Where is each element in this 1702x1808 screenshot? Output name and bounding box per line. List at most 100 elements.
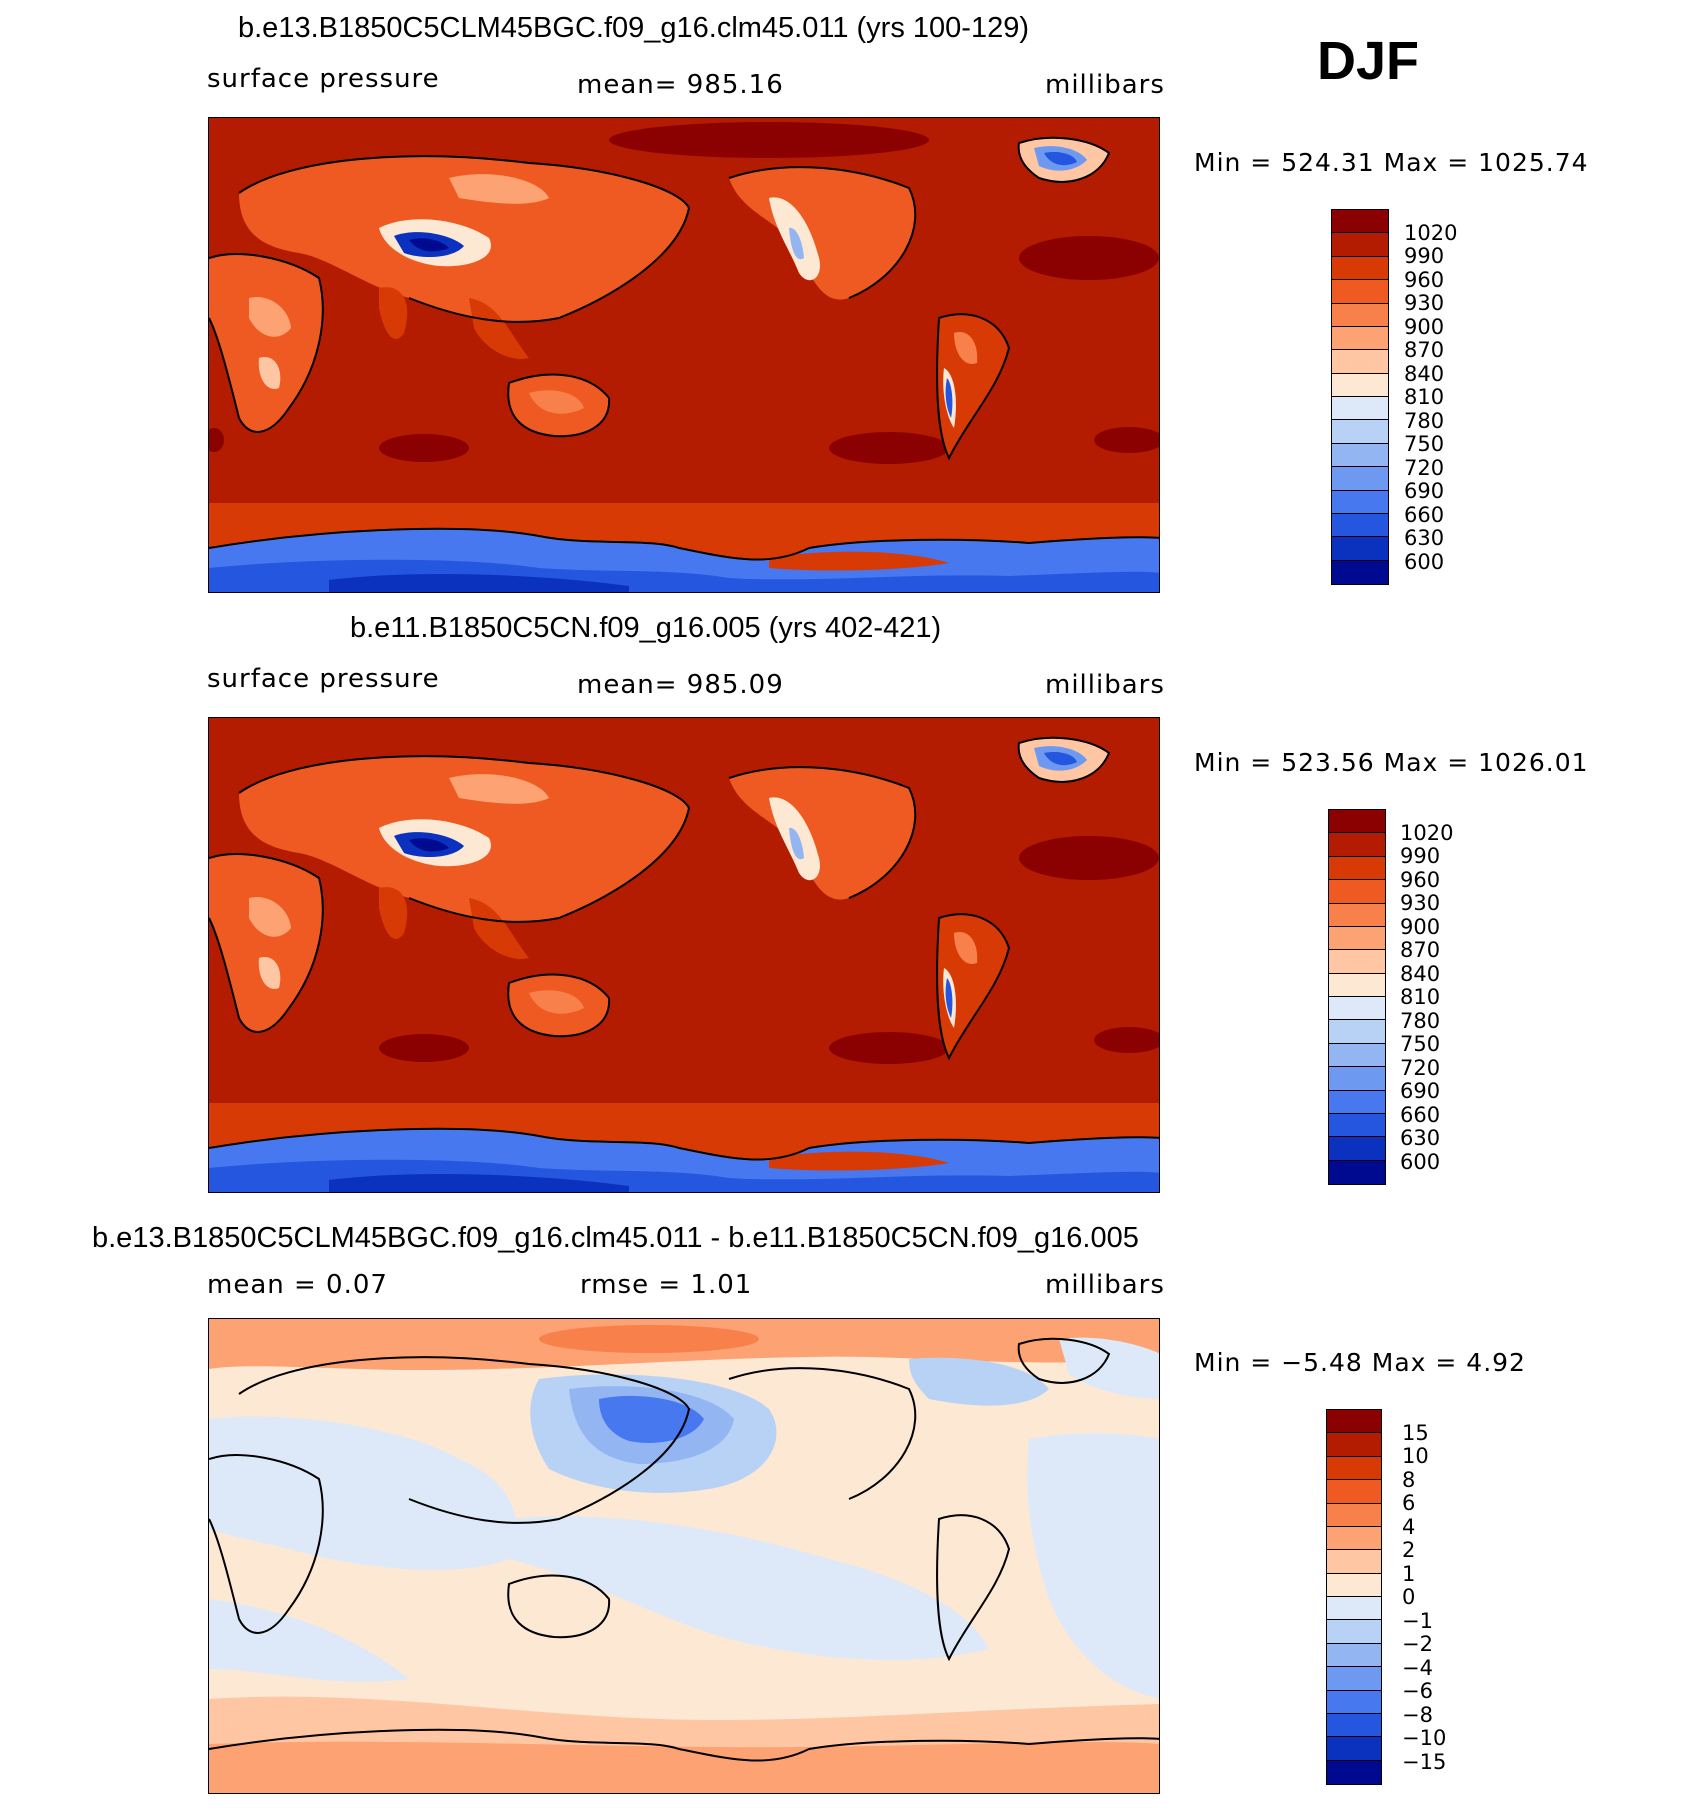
colorbar-swatch	[1332, 210, 1388, 234]
colorbar-swatch	[1332, 537, 1388, 561]
panel1-colorbar	[1331, 209, 1389, 585]
colorbar-label: 870	[1404, 338, 1445, 362]
colorbar-swatch	[1327, 1573, 1381, 1597]
colorbar-label: 1	[1402, 1561, 1416, 1586]
panel2-variable: surface pressure	[207, 664, 440, 694]
colorbar-swatch	[1327, 1503, 1381, 1527]
panel3-map	[208, 1318, 1160, 1794]
colorbar-swatch	[1329, 880, 1385, 904]
panel3-rmse: rmse = 1.01	[580, 1270, 753, 1300]
colorbar-label: 930	[1404, 291, 1445, 315]
panel1-mean: mean= 985.16	[577, 70, 784, 100]
colorbar-swatch	[1329, 997, 1385, 1021]
colorbar-swatch	[1329, 973, 1385, 997]
colorbar-label: −8	[1402, 1702, 1433, 1727]
colorbar-swatch	[1327, 1667, 1381, 1691]
colorbar-label: 720	[1400, 1055, 1441, 1080]
colorbar-label: 8	[1402, 1467, 1416, 1492]
colorbar-label: 690	[1404, 479, 1445, 503]
colorbar-label: 660	[1404, 502, 1445, 527]
colorbar-label: −15	[1402, 1749, 1447, 1774]
colorbar-swatch	[1332, 350, 1388, 374]
colorbar-label: 810	[1404, 385, 1445, 409]
colorbar-swatch	[1327, 1526, 1381, 1551]
colorbar-label: 600	[1400, 1149, 1441, 1174]
colorbar-label: 630	[1404, 526, 1445, 550]
colorbar-label: 1020	[1404, 220, 1458, 245]
colorbar-swatch	[1332, 560, 1388, 584]
colorbar-swatch	[1332, 420, 1388, 444]
colorbar-swatch	[1327, 1550, 1381, 1574]
colorbar-label: 870	[1400, 938, 1441, 962]
colorbar-label: 840	[1404, 361, 1445, 386]
colorbar-swatch	[1332, 256, 1388, 281]
colorbar-label: 720	[1404, 455, 1445, 480]
colorbar-label: 840	[1400, 961, 1441, 986]
colorbar-swatch	[1329, 950, 1385, 974]
panel3-title: b.e13.B1850C5CLM45BGC.f09_g16.clm45.011 …	[92, 1222, 1139, 1254]
colorbar-label: 900	[1404, 314, 1445, 339]
colorbar-swatch	[1327, 1597, 1381, 1621]
colorbar-label: 930	[1400, 891, 1441, 915]
colorbar-swatch	[1332, 373, 1388, 397]
panel2-minmax: Min = 523.56 Max = 1026.01	[1194, 748, 1589, 777]
panel1-minmax: Min = 524.31 Max = 1025.74	[1194, 148, 1589, 177]
colorbar-label: 0	[1402, 1585, 1416, 1609]
colorbar-swatch	[1332, 490, 1388, 514]
colorbar-label: 2	[1402, 1538, 1416, 1562]
colorbar-label: 780	[1404, 408, 1445, 433]
colorbar-swatch	[1327, 1760, 1381, 1784]
colorbar-label: 10	[1402, 1444, 1429, 1468]
panel2-colorbar	[1328, 809, 1386, 1185]
colorbar-swatch	[1327, 1410, 1381, 1434]
colorbar-swatch	[1327, 1480, 1381, 1504]
panel1-title: b.e13.B1850C5CLM45BGC.f09_g16.clm45.011 …	[238, 12, 1029, 44]
colorbar-label: 780	[1400, 1008, 1441, 1033]
colorbar-swatch	[1329, 1160, 1385, 1184]
colorbar-swatch	[1327, 1713, 1381, 1738]
colorbar-swatch	[1327, 1737, 1381, 1761]
colorbar-swatch	[1329, 1090, 1385, 1114]
colorbar-label: −1	[1402, 1608, 1433, 1633]
panel3-minmax: Min = −5.48 Max = 4.92	[1194, 1348, 1526, 1377]
panel3-units: millibars	[1045, 1270, 1165, 1300]
panel2-map	[208, 717, 1160, 1193]
colorbar-label: −6	[1402, 1679, 1433, 1703]
colorbar-swatch	[1332, 280, 1388, 304]
colorbar-swatch	[1332, 397, 1388, 421]
colorbar-swatch	[1329, 1113, 1385, 1138]
colorbar-swatch	[1329, 1137, 1385, 1161]
colorbar-swatch	[1329, 903, 1385, 927]
colorbar-swatch	[1332, 303, 1388, 327]
panel2-mean: mean= 985.09	[577, 670, 784, 700]
colorbar-label: 630	[1400, 1126, 1441, 1150]
panel2-title: b.e11.B1850C5CN.f09_g16.005 (yrs 402-421…	[350, 612, 942, 644]
colorbar-swatch	[1329, 1020, 1385, 1044]
colorbar-swatch	[1327, 1620, 1381, 1644]
panel2-units: millibars	[1045, 670, 1165, 700]
colorbar-swatch	[1332, 467, 1388, 491]
panel3-mean: mean = 0.07	[207, 1270, 388, 1300]
colorbar-label: 990	[1404, 244, 1445, 268]
season-label: DJF	[1317, 31, 1420, 91]
colorbar-swatch	[1329, 926, 1385, 951]
colorbar-label: 960	[1400, 867, 1441, 892]
colorbar-swatch	[1327, 1456, 1381, 1481]
colorbar-label: 810	[1400, 985, 1441, 1009]
colorbar-swatch	[1327, 1643, 1381, 1668]
colorbar-swatch	[1327, 1690, 1381, 1714]
colorbar-label: 660	[1400, 1102, 1441, 1127]
colorbar-swatch	[1329, 1043, 1385, 1068]
colorbar-label: 15	[1402, 1420, 1429, 1445]
colorbar-label: 900	[1400, 914, 1441, 939]
panel1-map	[208, 117, 1160, 593]
colorbar-label: 600	[1404, 549, 1445, 574]
colorbar-swatch	[1332, 443, 1388, 468]
colorbar-label: 1020	[1400, 820, 1454, 845]
colorbar-swatch	[1332, 513, 1388, 538]
colorbar-label: 990	[1400, 844, 1441, 868]
colorbar-swatch	[1332, 326, 1388, 351]
colorbar-label: −2	[1402, 1632, 1433, 1656]
colorbar-label: 4	[1402, 1514, 1416, 1539]
colorbar-swatch	[1329, 833, 1385, 857]
